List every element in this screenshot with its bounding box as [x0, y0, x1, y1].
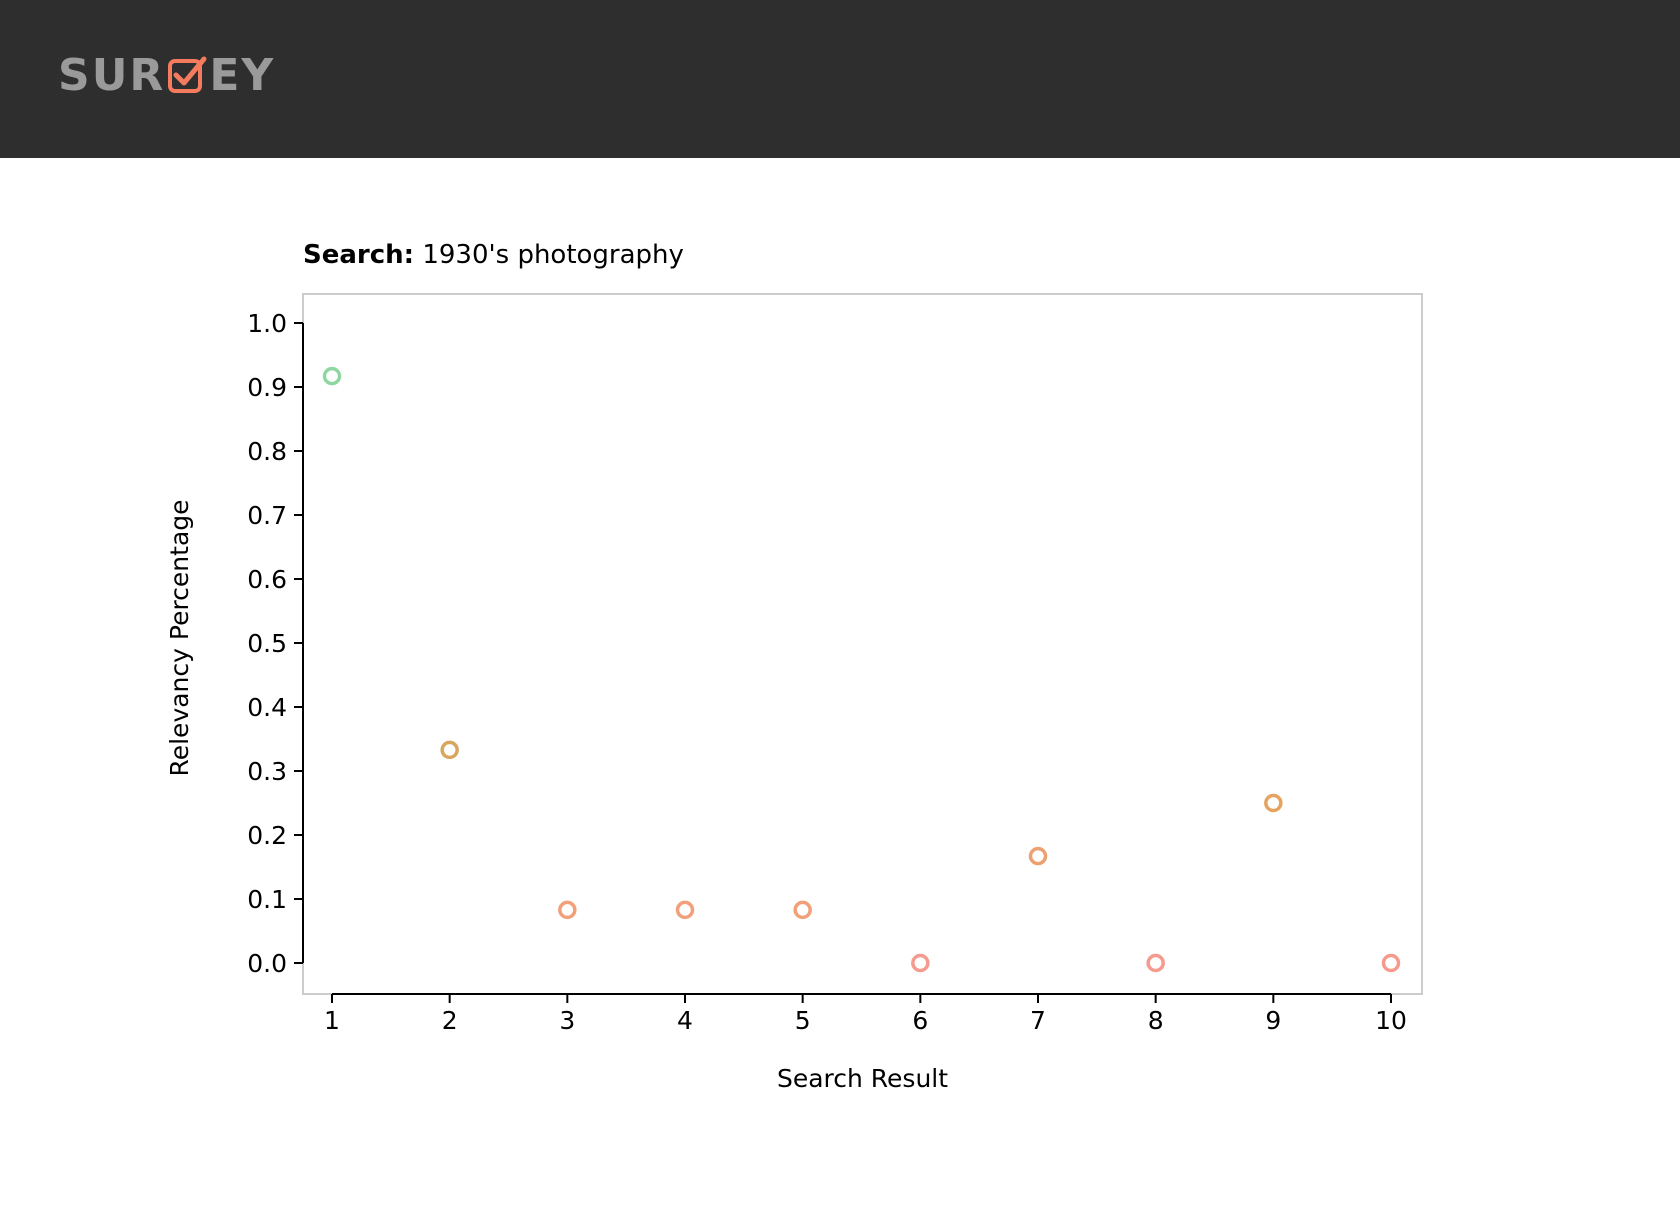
- x-tick-label: 8: [1148, 1006, 1164, 1035]
- data-point: [793, 900, 812, 920]
- y-tick-label: 0.7: [247, 501, 287, 530]
- y-axis-label: Relevancy Percentage: [165, 499, 194, 776]
- logo-suffix: EY: [209, 49, 276, 101]
- x-tick-label: 10: [1375, 1006, 1407, 1035]
- top-bar: SUR EY: [0, 0, 1680, 158]
- data-point: [558, 900, 577, 920]
- search-label: Search:: [303, 240, 415, 270]
- y-tick-label: 0.0: [247, 949, 287, 978]
- x-tick-label: 9: [1265, 1006, 1281, 1035]
- x-axis-label: Search Result: [777, 1064, 948, 1093]
- data-point: [1264, 793, 1283, 813]
- x-tick-label: 3: [559, 1006, 575, 1035]
- y-tick-label: 1.0: [247, 309, 287, 338]
- y-tick-label: 0.9: [247, 373, 287, 402]
- y-tick-label: 0.6: [247, 565, 287, 594]
- x-tick-label: 1: [324, 1006, 340, 1035]
- y-tick-label: 0.1: [247, 885, 287, 914]
- x-tick-label: 5: [795, 1006, 811, 1035]
- y-tick-label: 0.8: [247, 437, 287, 466]
- data-point: [1028, 846, 1048, 866]
- data-point: [1381, 953, 1401, 973]
- search-query: 1930's photography: [422, 240, 684, 270]
- data-point: [911, 953, 930, 973]
- plot-frame: [302, 293, 1423, 995]
- checkbox-check-icon: [167, 55, 207, 95]
- y-tick-label: 0.4: [247, 693, 287, 722]
- x-tick-label: 6: [912, 1006, 928, 1035]
- data-point: [1146, 953, 1165, 973]
- search-title: Search: 1930's photography: [303, 240, 684, 270]
- x-tick-label: 4: [677, 1006, 693, 1035]
- y-tick-label: 0.3: [247, 757, 287, 786]
- logo-prefix: SUR: [58, 49, 166, 101]
- data-point: [440, 740, 459, 760]
- x-tick-label: 7: [1030, 1006, 1046, 1035]
- data-point: [675, 900, 695, 920]
- y-tick-label: 0.5: [247, 629, 287, 658]
- x-tick-label: 2: [442, 1006, 458, 1035]
- y-tick-label: 0.2: [247, 821, 287, 850]
- data-point: [322, 366, 342, 386]
- survey-logo[interactable]: SUR EY: [58, 49, 276, 101]
